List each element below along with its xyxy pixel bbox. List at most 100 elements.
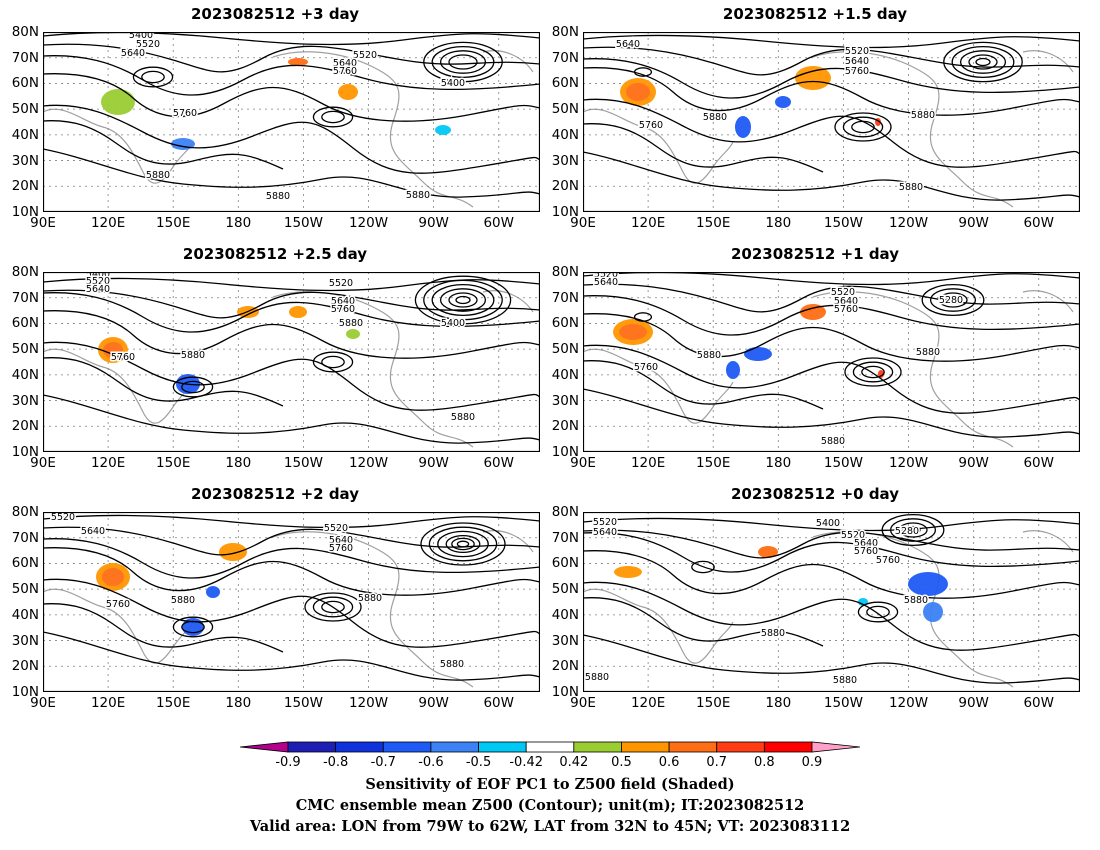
lat-tick-label: 70N (551, 289, 579, 306)
grid-layer (583, 32, 1080, 212)
colorbar-tick-label: -0.5 (465, 755, 492, 770)
lon-tick-label: 150E (156, 695, 191, 711)
contour-label: 5400 (816, 518, 840, 529)
contour-label: 5520 (831, 287, 855, 298)
contour-label: 5760 (845, 66, 869, 77)
contour-label: 5760 (854, 546, 878, 557)
panel-title: 2023082512 +2.5 day (182, 245, 368, 263)
closed-contour (414, 275, 512, 325)
coastline-asia (583, 108, 734, 184)
coastline-north-america (272, 51, 474, 208)
lat-tick-label: 80N (11, 24, 39, 40)
shading-blob (795, 66, 831, 90)
map-plot: 5520564057605400552056405760528058805880… (583, 512, 1080, 692)
lat-tick-label: 80N (11, 264, 39, 280)
contour-label: 5520 (593, 517, 617, 528)
z500-contour (43, 514, 540, 529)
z500-contour (583, 151, 1080, 201)
closed-contour (321, 110, 345, 124)
shading-blob (435, 125, 451, 135)
contour-label: 5760 (639, 120, 663, 131)
contour-label: 5400 (441, 318, 465, 329)
closed-contour (451, 537, 475, 551)
lon-tick-label: 60W (1023, 455, 1054, 471)
lat-tick-label: 40N (551, 126, 579, 143)
closed-contour (861, 365, 885, 379)
contour-label: 5640 (331, 296, 355, 307)
lat-tick-label: 20N (551, 178, 579, 195)
map-frame (43, 32, 540, 212)
lon-tick-label: 150E (696, 455, 731, 471)
lon-tick-label: 120E (630, 215, 666, 231)
map-background (43, 512, 540, 692)
lat-tick-label: 40N (551, 606, 579, 623)
contour-label: 5880 (761, 628, 785, 639)
z500-contour (583, 581, 1080, 651)
z500-contour (583, 123, 824, 173)
closed-contour (842, 116, 884, 138)
lat-tick-label: 60N (11, 315, 39, 332)
caption-line-3: Valid area: LON from 79W to 62W, LAT fro… (249, 818, 851, 835)
z500-contour (583, 46, 1080, 76)
map-background (583, 512, 1080, 692)
sensitivity-shading (620, 66, 881, 138)
closed-contour (321, 355, 345, 369)
contour-label: 5640 (845, 56, 869, 67)
z500-contour (583, 34, 1080, 49)
contour-label: 5640 (616, 39, 640, 50)
colorbar-segment (287, 741, 337, 753)
lon-tick-label: 120W (348, 455, 389, 471)
contour-label: 5880 (911, 110, 935, 121)
closed-contour (834, 112, 892, 142)
closed-contour (445, 534, 481, 554)
lat-tick-label: 10N (551, 684, 579, 700)
lon-tick-label: 90E (30, 455, 56, 471)
shading-blob (726, 361, 740, 379)
lat-tick-label: 50N (11, 581, 39, 598)
lat-tick-label: 20N (551, 658, 579, 675)
z500-contour (43, 292, 540, 333)
closed-contour (420, 522, 506, 566)
lon-tick-label: 120E (90, 215, 126, 231)
lat-tick-label: 10N (551, 444, 579, 460)
sensitivity-shading (613, 304, 884, 379)
map-panel-plus1.5: 2023082512 +1.5 day 5640 5880 5760 5520 5640… (540, 5, 1090, 245)
panel-title: 2023082512 +1.5 day (722, 5, 908, 23)
z500-contour (583, 344, 1080, 414)
z500-contour (583, 517, 1080, 532)
lat-tick-label: 80N (551, 264, 579, 280)
contour-label: 5640 (593, 527, 617, 538)
contour-label: 5880 (703, 112, 727, 123)
colorbar-segment (763, 741, 813, 753)
lat-tick-label: 50N (11, 101, 39, 118)
lon-tick-label: 150E (156, 455, 191, 471)
colorbar-segment (621, 741, 670, 753)
lat-tick-label: 40N (11, 366, 39, 383)
lon-tick-label: 120W (348, 695, 389, 711)
closed-contour (312, 351, 354, 373)
shading-blob (206, 586, 220, 598)
colorbar-left-arrow (240, 741, 289, 753)
closed-contour (633, 312, 653, 322)
z500-contour (43, 104, 540, 174)
colorbar-segment (716, 741, 765, 753)
z500-contour (583, 550, 1080, 599)
contour-label: 5640 (333, 58, 357, 69)
lat-tick-label: 80N (11, 504, 39, 520)
contour-label: 5880 (821, 436, 845, 447)
coastline-north-america (812, 51, 1014, 208)
z500-contour (583, 98, 1080, 168)
lat-tick-label: 60N (551, 555, 579, 572)
lon-tick-label: 180 (225, 695, 252, 711)
contour-label: 5760 (331, 304, 355, 315)
contour-label: 5880 (904, 595, 928, 606)
lon-tick-label: 120E (630, 695, 666, 711)
coastline-asia (43, 348, 194, 424)
panel-title: 2023082512 +1 day (731, 245, 899, 263)
contour-label: 5880 (146, 170, 170, 181)
contour-label: 5640 (81, 526, 105, 537)
z500-contour (43, 578, 540, 648)
colorbar-segment (573, 741, 622, 753)
contour-label: 5880 (339, 318, 363, 329)
